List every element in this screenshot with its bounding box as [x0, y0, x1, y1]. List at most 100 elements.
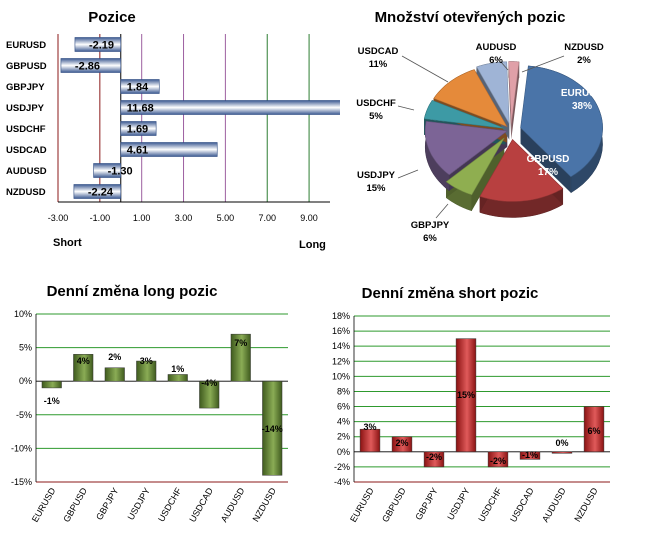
pie-label-gbpusd: GBPUSD [527, 154, 570, 165]
bar-usdchf [120, 121, 157, 136]
category-eurusd: EURUSD [348, 486, 376, 524]
value-gbpjpy: 2% [108, 352, 121, 362]
x-tick-1-00: -1.00 [90, 213, 111, 223]
pie-label-usdchf: USDCHF [356, 98, 396, 109]
x-tick-3-00: -3.00 [48, 213, 69, 223]
y-tick-10: 10% [14, 309, 32, 319]
value-gbpjpy: 1.84 [127, 82, 149, 94]
y-tick-12: 12% [332, 356, 350, 366]
pozice-chart: Pozice EURUSD GBPUSD GBPJPY USDJPY USDCHF USD… [6, 9, 340, 251]
pie-label-usdcad: USDCAD [358, 46, 399, 57]
value-usdchf: -2% [490, 456, 506, 466]
category-usdcad: USDCAD [187, 486, 215, 524]
y-tick-16: 16% [332, 326, 350, 336]
pie-title: Množství otevřených pozic [375, 9, 566, 26]
value-gbpjpy: -2% [426, 452, 442, 462]
bar-usdcad [519, 451, 541, 460]
bar-nzdusd [262, 380, 283, 476]
slice-gbpusd [479, 139, 564, 202]
value-audusd: 7% [234, 338, 247, 348]
y-tick-0: 0% [337, 447, 350, 457]
value-eurusd: -2.19 [89, 40, 114, 52]
value-nzdusd: -14% [262, 424, 283, 434]
bar-usdjpy [455, 338, 477, 453]
pie-label-eurusd: EURUSD [561, 88, 603, 99]
value-nzdusd: -2.24 [88, 187, 114, 199]
pie-label-nzdusd: NZDUSD [564, 42, 604, 53]
x-tick-7-00: 7.00 [258, 213, 276, 223]
pie-pct-eurusd: 38% [572, 101, 592, 112]
value-eurusd: 3% [363, 422, 376, 432]
category-audusd: AUDUSD [219, 486, 247, 524]
category-usdcad: USDCAD [508, 486, 536, 524]
bar-gbpjpy [423, 451, 445, 468]
long-title: Denní změna long pozic [47, 283, 218, 300]
value-usdcad: -1% [522, 450, 538, 460]
y-tick-4: 4% [337, 417, 350, 427]
slice-eurusd [520, 65, 603, 178]
y-tick-15: -15% [11, 477, 32, 487]
value-gbpusd: 4% [77, 356, 90, 366]
leader-usdcad [401, 55, 449, 83]
leader-usdjpy [397, 169, 419, 179]
x-tick-1-00: 1.00 [133, 213, 151, 223]
category-audusd: AUDUSD [540, 486, 568, 524]
slice-usdcad [433, 69, 508, 128]
y-tick-10: -10% [11, 443, 32, 453]
category-eurusd: EURUSD [30, 486, 58, 524]
bar-nzdusd [73, 184, 122, 199]
long-change-chart: Denní změna long pozic -1% 4% 2% 3% 1% -4% 7% -… [11, 283, 288, 524]
bar-audusd [230, 333, 251, 382]
value-audusd: 0% [555, 438, 568, 448]
bar-usdcad [120, 142, 218, 157]
y-tick-6: 6% [337, 402, 350, 412]
bar-gbpusd [73, 354, 94, 382]
bar-usdjpy [120, 100, 340, 115]
value-eurusd: -1% [44, 396, 60, 406]
slice-usdjpy [424, 120, 508, 176]
category-nzdusd: NZDUSD [6, 187, 46, 198]
category-usdjpy: USDJPY [445, 486, 471, 522]
pie-label-usdjpy: USDJPY [357, 170, 396, 181]
y-tick-4: -4% [334, 477, 350, 487]
category-gbpjpy: GBPJPY [6, 82, 45, 93]
category-usdchf: USDCHF [156, 486, 184, 524]
slice-nzdusd [508, 61, 520, 124]
long-label: Long [299, 239, 326, 251]
short-label: Short [53, 237, 82, 249]
pie-pct-gbpusd: 17% [538, 167, 558, 178]
short-change-chart: Denní změna short pozic 3% 2% -2% 15% -2% -1%… [332, 285, 610, 524]
bar-audusd [551, 451, 573, 454]
y-tick-18: 18% [332, 311, 350, 321]
slice-audusd [476, 61, 510, 124]
category-eurusd: EURUSD [6, 40, 46, 51]
pie-pct-usdcad: 11% [369, 59, 388, 70]
value-usdcad: 4.61 [127, 145, 148, 157]
category-usdcad: USDCAD [6, 145, 47, 156]
y-tick-5: 5% [19, 343, 32, 353]
category-usdjpy: USDJPY [126, 486, 152, 522]
value-usdjpy: 11.68 [127, 103, 154, 115]
leader-audusd [500, 61, 509, 71]
category-gbpjpy: GBPJPY [94, 486, 120, 522]
y-tick-14: 14% [332, 341, 350, 351]
pie-pct-gbpjpy: 6% [423, 233, 437, 244]
bar-gbpjpy [120, 79, 160, 94]
value-audusd: -1.30 [108, 166, 133, 178]
category-nzdusd: NZDUSD [572, 486, 600, 524]
category-gbpusd: GBPUSD [61, 486, 89, 524]
pie-pct-usdchf: 5% [369, 111, 383, 122]
bar-usdchf [487, 451, 509, 468]
category-usdjpy: USDJPY [6, 103, 45, 114]
leader-nzdusd [521, 55, 565, 73]
category-gbpusd: GBPUSD [6, 61, 47, 72]
bar-gbpusd [391, 436, 413, 453]
x-tick-3-00: 3.00 [175, 213, 193, 223]
pie-pct-usdjpy: 15% [366, 183, 386, 194]
slice-usdchf [423, 100, 506, 129]
category-usdchf: USDCHF [6, 124, 46, 135]
pie-label-audusd: AUDUSD [476, 42, 517, 53]
slice-wall-nzdusd-1 [511, 61, 519, 140]
category-gbpusd: GBPUSD [380, 486, 408, 524]
y-tick-2: 2% [337, 432, 350, 442]
